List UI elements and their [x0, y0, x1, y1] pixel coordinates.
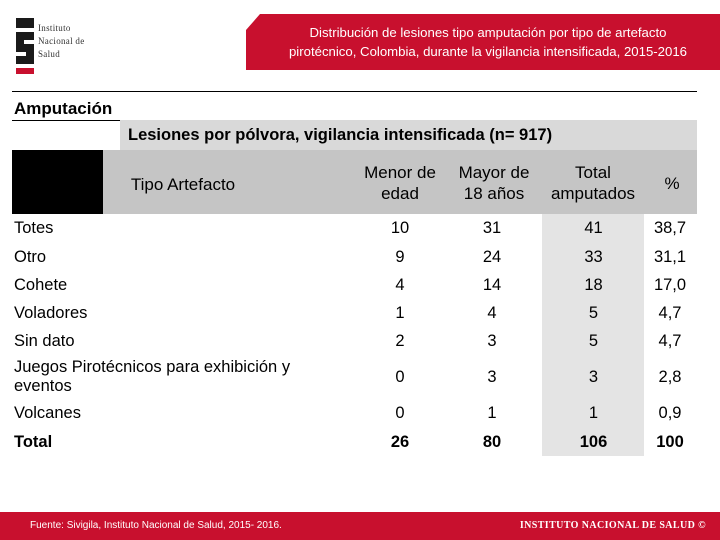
cell-pct: 2,8 [658, 368, 682, 386]
logo-line-1: Instituto [38, 23, 71, 33]
footer-brand: INSTITUTO NACIONAL DE SALUD © [519, 520, 706, 531]
cell-pct: 4,7 [658, 332, 682, 350]
row-label-line2: eventos [14, 377, 72, 395]
header-total-line1: Total [575, 163, 611, 182]
header-dark-block [12, 150, 103, 214]
cell-pct: 17,0 [653, 276, 687, 294]
cell-mayor: 1 [487, 404, 497, 422]
header-tipo-artefacto: Tipo Artefacto [130, 175, 236, 194]
row-label: Totes [14, 219, 54, 237]
cell-menor: 4 [395, 276, 405, 294]
header-mayor-line2: 18 años [463, 184, 525, 203]
row-label: Sin dato [14, 332, 75, 350]
cell-pct: 4,7 [658, 304, 682, 322]
cell-mayor: 14 [482, 276, 502, 294]
row-label: Juegos Pirotécnicos para exhibición y ev… [14, 358, 290, 396]
header-total-amputados: Total amputados [540, 162, 646, 204]
row-label: Cohete [14, 276, 68, 294]
total-pct: 100 [656, 433, 684, 451]
cell-pct: 0,9 [658, 404, 682, 422]
header-menor-line1: Menor de [364, 163, 436, 182]
footer-source: Fuente: Sivigila, Instituto Nacional de … [30, 520, 282, 531]
row-label-line1: Juegos Pirotécnicos para exhibición y [14, 358, 291, 376]
cell-pct: 31,1 [653, 248, 687, 266]
cell-total: 1 [588, 404, 599, 422]
cell-total: 41 [584, 219, 603, 237]
row-label: Voladores [14, 304, 88, 322]
total-menor: 26 [390, 433, 410, 451]
total-mayor: 80 [482, 433, 502, 451]
cell-menor: 2 [395, 332, 405, 350]
logo-line-2: Nacional de [38, 36, 85, 46]
ins-logo: Instituto Nacional de Salud [14, 18, 104, 78]
header-percent: % [664, 174, 680, 193]
title-line-1: Distribución de lesiones tipo amputación… [309, 25, 667, 40]
cell-menor: 9 [395, 248, 405, 266]
row-label: Otro [14, 248, 47, 266]
header-total-line2: amputados [550, 184, 636, 203]
logo-s-mark [16, 18, 34, 74]
cell-mayor: 3 [487, 368, 497, 386]
total-label: Total [14, 433, 53, 451]
table-header [12, 150, 697, 214]
cell-total: 3 [588, 368, 599, 386]
footer-bar [0, 512, 720, 540]
cell-mayor: 24 [482, 248, 502, 266]
table-title: Lesiones por pólvora, vigilancia intensi… [120, 120, 697, 150]
cell-total: 18 [584, 276, 603, 294]
cell-mayor: 4 [487, 304, 497, 322]
section-label: Amputación [14, 99, 113, 118]
cell-mayor: 3 [487, 332, 497, 350]
title-banner: Distribución de lesiones tipo amputación… [246, 14, 720, 70]
header-mayor-18: Mayor de 18 años [448, 162, 540, 204]
logo-line-3: Salud [38, 49, 61, 59]
total-column-bg [542, 214, 644, 456]
header-mayor-line1: Mayor de [458, 163, 530, 182]
cell-menor: 10 [390, 219, 410, 237]
header-menor-edad: Menor de edad [356, 162, 444, 204]
logo-text: Instituto Nacional de Salud [38, 22, 85, 61]
cell-mayor: 31 [482, 219, 502, 237]
cell-menor: 0 [395, 404, 405, 422]
cell-menor: 0 [395, 368, 405, 386]
cell-total: 33 [584, 248, 603, 266]
cell-menor: 1 [395, 304, 405, 322]
header-menor-line2: edad [381, 184, 419, 203]
cell-total: 5 [588, 304, 599, 322]
table-row: Juegos Pirotécnicos para exhibición y ev… [0, 358, 720, 398]
total-total: 106 [579, 433, 608, 451]
cell-total: 5 [588, 332, 599, 350]
title-line-2: pirotécnico, Colombia, durante la vigila… [288, 44, 688, 59]
divider-top [12, 91, 697, 92]
cell-pct: 38,7 [653, 219, 687, 237]
row-label: Volcanes [14, 404, 81, 422]
